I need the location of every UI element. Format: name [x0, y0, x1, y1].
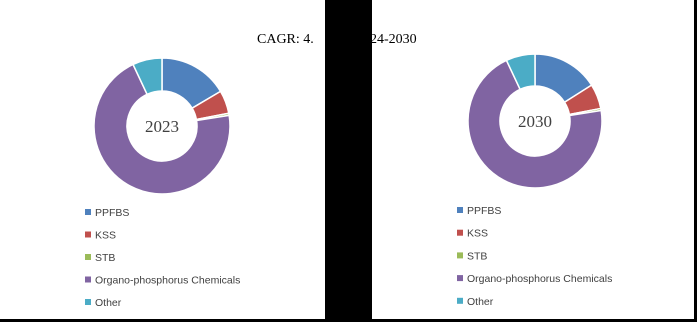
legend-swatch: [457, 252, 463, 259]
legend-label: PPFBS: [467, 205, 501, 217]
legend-swatch: [457, 207, 463, 213]
annotation: 24-2030: [370, 32, 417, 47]
legend-label: Other: [95, 297, 122, 309]
legend-swatch: [457, 297, 463, 304]
legend-label: Other: [467, 296, 494, 308]
annotation: CAGR: 4.: [257, 32, 314, 47]
legend-swatch: [85, 276, 91, 283]
donut-segment: [93, 63, 231, 195]
legend-label: STB: [95, 252, 115, 264]
occluding-band: [325, 0, 372, 322]
legend-label: KSS: [467, 228, 488, 240]
legend-swatch: [85, 231, 91, 238]
legend-label: KSS: [95, 230, 116, 242]
legend-swatch: [85, 254, 91, 260]
donut-segment: [467, 59, 603, 189]
center-label: 2023: [145, 117, 179, 136]
legend-label: PPFBS: [95, 207, 129, 219]
legend-swatch: [85, 209, 91, 215]
donut-segment: [132, 57, 163, 96]
legend-label: STB: [467, 250, 487, 262]
donut-segment: [505, 53, 536, 91]
legend-label: Organo-phosphorus Chemicals: [95, 275, 240, 287]
legend-swatch: [457, 229, 463, 236]
legend-label: Organo-phosphorus Chemicals: [467, 273, 612, 285]
legend-swatch: [85, 299, 91, 305]
center-label: 2030: [518, 112, 552, 131]
legend-swatch: [457, 275, 463, 282]
border: [694, 0, 697, 322]
